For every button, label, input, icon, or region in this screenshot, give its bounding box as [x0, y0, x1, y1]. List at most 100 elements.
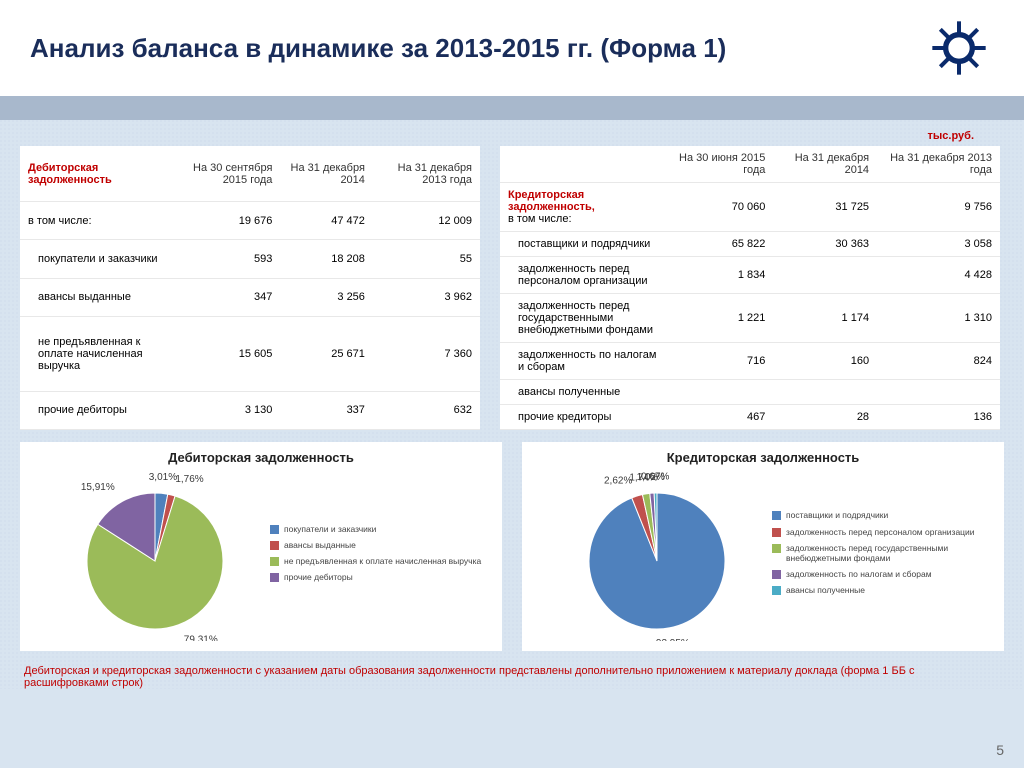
row-value: 47 472 — [280, 202, 373, 240]
table-col-header: На 30 июня 2015 года — [666, 146, 773, 183]
row-value: 3 058 — [877, 232, 1000, 257]
legend-item: задолженность перед персоналом организац… — [772, 527, 994, 537]
row-value: 65 822 — [666, 232, 773, 257]
row-value: 136 — [877, 405, 1000, 430]
pie-slice-label: 3,01% — [149, 472, 177, 483]
legend-label: прочие дебиторы — [284, 572, 353, 582]
header-strip — [0, 96, 1024, 120]
row-label: прочие кредиторы — [500, 405, 666, 430]
row-value: 4 428 — [877, 257, 1000, 294]
footnote: Дебиторская и кредиторская задолженности… — [20, 665, 1004, 689]
pie-slice-label: 15,91% — [81, 482, 115, 493]
legend-label: задолженность по налогам и сборам — [786, 569, 932, 579]
pie-slice-label: 79,31% — [184, 635, 218, 641]
row-value: 716 — [666, 343, 773, 380]
legend-item: поставщики и подрядчики — [772, 510, 994, 520]
legend-label: авансы выданные — [284, 540, 356, 550]
legend-swatch — [270, 541, 279, 550]
table-row: задолженность перед персоналом организац… — [500, 257, 1000, 294]
pie-slice-label: 2,62% — [604, 475, 632, 486]
legend-item: покупатели и заказчики — [270, 524, 492, 534]
table-row: авансы выданные3473 2563 962 — [20, 278, 480, 316]
row-value: 7 360 — [373, 316, 480, 391]
row-value: 632 — [373, 391, 480, 429]
row-value: 3 256 — [280, 278, 373, 316]
row-value: 31 725 — [773, 183, 877, 232]
legend-item: не предъявленная к оплате начисленная вы… — [270, 556, 492, 566]
table-col-header: На 31 декабря 2014 — [773, 146, 877, 183]
pie-slice-label: 0,67% — [641, 472, 669, 483]
row-value: 1 174 — [773, 294, 877, 343]
table-col-header: На 31 декабря 2013 года — [877, 146, 1000, 183]
row-value: 593 — [168, 240, 280, 278]
row-value: 824 — [877, 343, 1000, 380]
legend-swatch — [772, 586, 781, 595]
header: Анализ баланса в динамике за 2013-2015 г… — [0, 0, 1024, 96]
row-value: 30 363 — [773, 232, 877, 257]
legend-label: авансы полученные — [786, 585, 865, 595]
table-col-header: На 31 декабря 2014 — [280, 146, 373, 202]
legend-label: поставщики и подрядчики — [786, 510, 888, 520]
credit-pie-chart: 93,95%2,62%1,74%1,02%0,67% — [532, 471, 762, 641]
row-value: 19 676 — [168, 202, 280, 240]
row-value: 12 009 — [373, 202, 480, 240]
row-label: поставщики и подрядчики — [500, 232, 666, 257]
row-label: задолженность перед персоналом организац… — [500, 257, 666, 294]
charts-row: Дебиторская задолженность 3,01%1,76%79,3… — [20, 442, 1004, 651]
debit-pie-chart: 3,01%1,76%79,31%15,91% — [30, 471, 260, 641]
row-value: 3 962 — [373, 278, 480, 316]
table-row: прочие кредиторы46728136 — [500, 405, 1000, 430]
table-head-label: Дебиторская задолженность — [20, 146, 168, 202]
row-value — [666, 380, 773, 405]
row-value: 1 221 — [666, 294, 773, 343]
row-value: 337 — [280, 391, 373, 429]
legend-swatch — [772, 528, 781, 537]
row-label: не предъявленная к оплате начисленная вы… — [20, 316, 168, 391]
row-label: авансы выданные — [20, 278, 168, 316]
legend-item: задолженность перед государственными вне… — [772, 543, 994, 563]
row-value: 15 605 — [168, 316, 280, 391]
page-number: 5 — [996, 742, 1004, 758]
chart-title: Кредиторская задолженность — [532, 450, 994, 465]
row-value: 25 671 — [280, 316, 373, 391]
row-value: 347 — [168, 278, 280, 316]
legend-swatch — [270, 557, 279, 566]
page-title: Анализ баланса в динамике за 2013-2015 г… — [30, 33, 726, 64]
table-row: поставщики и подрядчики65 82230 3633 058 — [500, 232, 1000, 257]
row-value: 3 130 — [168, 391, 280, 429]
table-col-header: На 30 сентября 2015 года — [168, 146, 280, 202]
row-label: прочие дебиторы — [20, 391, 168, 429]
row-value: 18 208 — [280, 240, 373, 278]
table-row: прочие дебиторы3 130337632 — [20, 391, 480, 429]
pie-slice-label: 93,95% — [656, 638, 690, 641]
row-label: задолженность по налогам и сборам — [500, 343, 666, 380]
legend-label: задолженность перед государственными вне… — [786, 543, 994, 563]
debit-legend: покупатели и заказчики авансы выданные не … — [270, 524, 492, 589]
credit-legend: поставщики и подрядчики задолженность пер… — [772, 510, 994, 601]
legend-item: прочие дебиторы — [270, 572, 492, 582]
credit-chart-block: Кредиторская задолженность 93,95%2,62%1,… — [522, 442, 1004, 651]
table-col-header: На 31 декабря 2013 года — [373, 146, 480, 202]
table-row: не предъявленная к оплате начисленная вы… — [20, 316, 480, 391]
table-row: задолженность перед государственными вне… — [500, 294, 1000, 343]
logo-icon — [924, 18, 994, 78]
legend-item: авансы выданные — [270, 540, 492, 550]
table-row: задолженность по налогам и сборам7161608… — [500, 343, 1000, 380]
table-row: в том числе:19 67647 47212 009 — [20, 202, 480, 240]
content-area: тыс.руб. Дебиторская задолженностьНа 30 … — [0, 120, 1024, 689]
credit-table: На 30 июня 2015 годаНа 31 декабря 2014На… — [500, 146, 1000, 430]
row-value: 70 060 — [666, 183, 773, 232]
row-value: 55 — [373, 240, 480, 278]
debit-chart-block: Дебиторская задолженность 3,01%1,76%79,3… — [20, 442, 502, 651]
legend-swatch — [772, 570, 781, 579]
table-row: Кредиторская задолженность,в том числе:7… — [500, 183, 1000, 232]
row-value: 1 310 — [877, 294, 1000, 343]
tables-row: Дебиторская задолженностьНа 30 сентября … — [20, 146, 1004, 430]
chart-title: Дебиторская задолженность — [30, 450, 492, 465]
legend-swatch — [772, 544, 781, 553]
row-value: 28 — [773, 405, 877, 430]
row-label: задолженность перед государственными вне… — [500, 294, 666, 343]
table-col-header — [500, 146, 666, 183]
row-label: Кредиторская задолженность,в том числе: — [500, 183, 666, 232]
unit-label: тыс.руб. — [20, 130, 1004, 142]
